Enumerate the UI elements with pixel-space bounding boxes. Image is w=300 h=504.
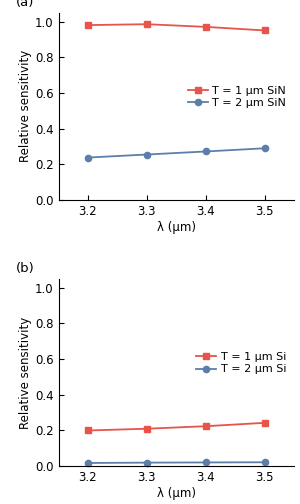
X-axis label: λ (μm): λ (μm) <box>157 487 196 500</box>
T = 1 μm SiN <box>204 24 208 30</box>
T = 1 μm Si <box>263 420 266 426</box>
T = 2 μm Si <box>86 460 90 466</box>
Line: T = 2 μm Si: T = 2 μm Si <box>85 459 268 466</box>
Y-axis label: Relative sensitivity: Relative sensitivity <box>19 317 32 428</box>
X-axis label: λ (μm): λ (μm) <box>157 221 196 234</box>
T = 1 μm SiN <box>86 22 90 28</box>
T = 2 μm SiN <box>263 145 266 151</box>
T = 2 μm Si <box>263 459 266 465</box>
T = 2 μm SiN <box>204 149 208 155</box>
Text: (a): (a) <box>16 0 34 9</box>
Y-axis label: Relative sensitivity: Relative sensitivity <box>19 50 32 162</box>
T = 1 μm SiN <box>145 21 148 27</box>
Legend: T = 1 μm Si, T = 2 μm Si: T = 1 μm Si, T = 2 μm Si <box>194 349 288 376</box>
Line: T = 1 μm SiN: T = 1 μm SiN <box>85 21 268 34</box>
Text: (b): (b) <box>16 262 35 275</box>
T = 2 μm SiN <box>86 155 90 161</box>
Line: T = 2 μm SiN: T = 2 μm SiN <box>85 145 268 161</box>
T = 1 μm Si <box>204 423 208 429</box>
Line: T = 1 μm Si: T = 1 μm Si <box>85 420 268 433</box>
T = 2 μm SiN <box>145 152 148 158</box>
T = 2 μm Si <box>145 460 148 466</box>
T = 1 μm Si <box>145 426 148 432</box>
T = 1 μm SiN <box>263 27 266 33</box>
T = 2 μm Si <box>204 460 208 466</box>
Legend: T = 1 μm SiN, T = 2 μm SiN: T = 1 μm SiN, T = 2 μm SiN <box>186 83 288 110</box>
T = 1 μm Si <box>86 427 90 433</box>
